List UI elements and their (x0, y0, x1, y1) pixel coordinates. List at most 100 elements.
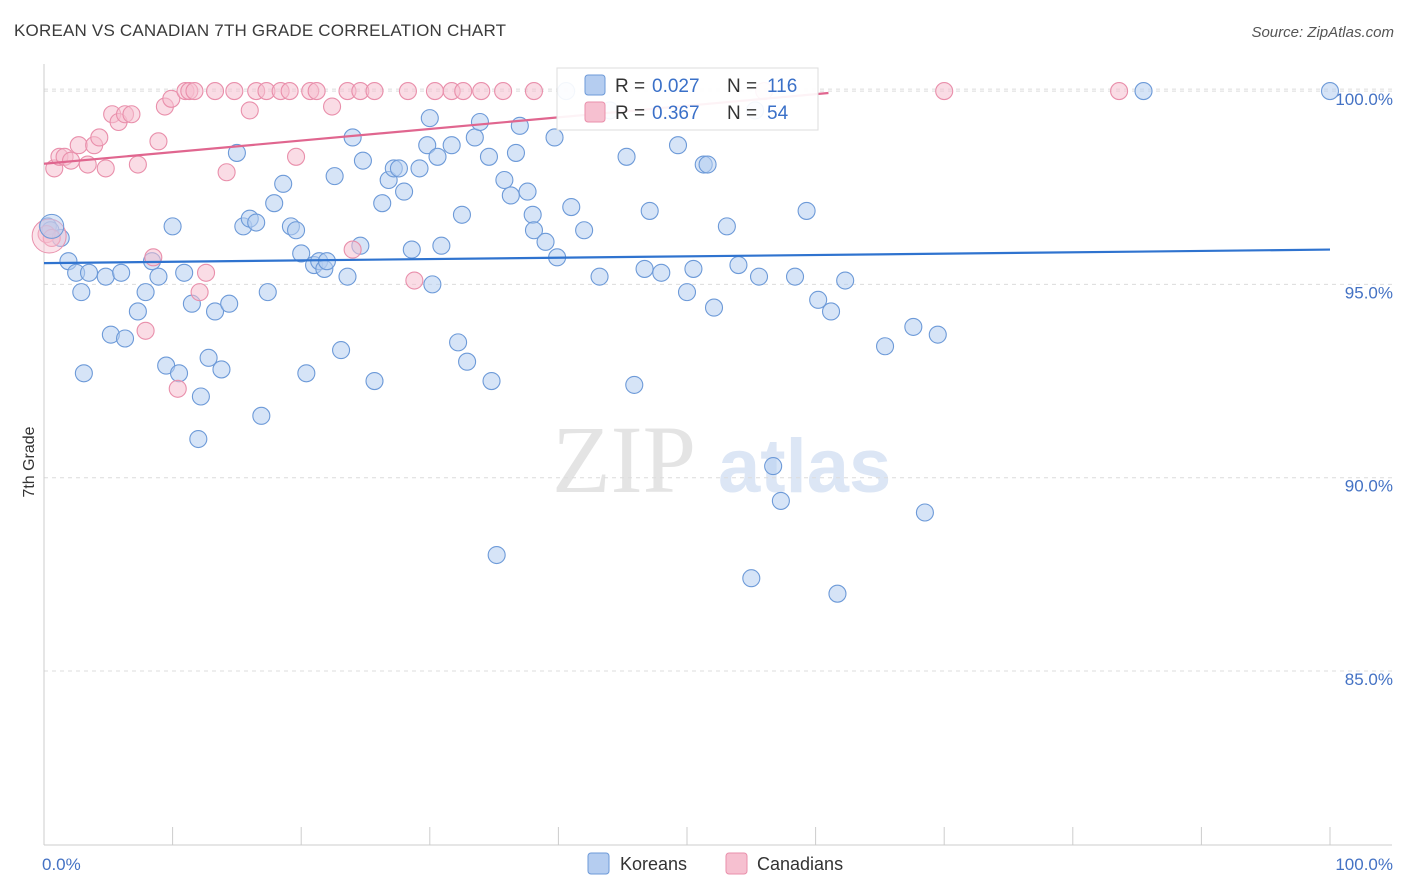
korean-point (684, 259, 703, 278)
stats-legend-swatch-canadians (584, 101, 606, 123)
y-tick-label: 85.0% (1345, 670, 1393, 689)
legend-label-koreans: Koreans (620, 854, 687, 874)
korean-point (274, 174, 293, 193)
canadian-point (405, 271, 424, 290)
korean-point (501, 186, 520, 205)
korean-point (698, 155, 717, 174)
korean-point (809, 290, 828, 309)
korean-point (395, 182, 414, 201)
korean-point (212, 360, 231, 379)
korean-point (652, 263, 671, 282)
korean-point (677, 283, 697, 302)
canadian-point (217, 163, 236, 182)
canadian-point (307, 82, 326, 101)
korean-point (287, 221, 306, 240)
korean-point (72, 283, 91, 302)
korean-point (353, 151, 372, 170)
canadian-point (343, 240, 362, 259)
korean-point (635, 259, 654, 278)
korean-point (928, 325, 947, 344)
korean-point (523, 205, 542, 224)
tick-labels: 100.0% 95.0% 90.0% 85.0% 0.0% 100.0% (42, 90, 1393, 874)
korean-point (423, 275, 442, 294)
canadian-point (69, 136, 88, 155)
korean-point (265, 194, 284, 213)
korean-point (487, 545, 506, 565)
korean-point (536, 232, 555, 251)
canadian-point (185, 82, 204, 101)
korean-point (729, 255, 748, 275)
korean-point (247, 213, 266, 232)
canadian-point (935, 82, 954, 101)
korean-point (74, 364, 93, 383)
korean-point (717, 217, 736, 236)
x-tick-label: 100.0% (1335, 855, 1393, 874)
korean-point (136, 283, 155, 302)
canadian-point (425, 82, 444, 101)
korean-point (575, 221, 594, 240)
korean-point (465, 128, 484, 147)
canadian-point (128, 155, 147, 174)
korean-point (518, 182, 537, 201)
y-tick-label: 90.0% (1345, 477, 1393, 496)
stats-legend-box: R = 0.027 N = 116 R = 0.367 N = 54 (556, 67, 819, 131)
canadian-point (287, 147, 306, 166)
korean-point (189, 429, 208, 449)
korean-point (617, 147, 636, 166)
canadian-point (365, 82, 384, 101)
canadian-point (90, 128, 109, 147)
korean-point (128, 302, 147, 321)
korean-point (668, 136, 688, 155)
korean-point (96, 267, 115, 286)
korean-point (1134, 82, 1153, 101)
korean-trend-line (43, 248, 1331, 265)
korean-point (749, 267, 769, 286)
korean-point (325, 167, 344, 186)
source-label: Source: ZipAtlas.com (1251, 24, 1394, 41)
canadian-point (96, 159, 115, 178)
korean-point (420, 109, 439, 128)
korean-point (495, 170, 514, 190)
stats-n-value-koreans: 116 (767, 76, 797, 97)
bottom-legend: Koreans Canadians (587, 852, 843, 875)
korean-point (1320, 82, 1340, 101)
korean-point-cluster (39, 213, 65, 239)
canadian-point (280, 82, 299, 101)
page-title: KOREAN VS CANADIAN 7TH GRADE CORRELATION… (14, 21, 507, 40)
korean-point (338, 267, 357, 286)
canadian-point (162, 89, 181, 108)
stats-r-label-canadians: R = (615, 103, 645, 124)
korean-point (149, 267, 168, 286)
korean-point (785, 267, 805, 286)
canadian-point (122, 105, 141, 124)
points (31, 82, 1340, 603)
korean-point (771, 491, 790, 510)
korean-point (410, 159, 429, 178)
axes (43, 64, 1392, 846)
canadian-point (225, 82, 244, 101)
korean-point (292, 244, 311, 263)
canadian-point (472, 82, 491, 101)
canadian-point (196, 263, 216, 282)
canadian-point (323, 97, 342, 116)
korean-point (220, 294, 239, 313)
korean-point (482, 371, 501, 391)
korean-point (875, 337, 895, 356)
stats-r-value-koreans: 0.027 (652, 76, 700, 97)
canadian-point (205, 82, 225, 101)
canadian-point (168, 379, 187, 398)
watermark-zip: ZIP (552, 406, 696, 513)
canadian-point (454, 82, 473, 101)
legend-label-canadians: Canadians (757, 854, 843, 874)
korean-point (297, 364, 316, 383)
korean-point (904, 317, 923, 336)
korean-point (524, 221, 544, 240)
canadian-point (1110, 82, 1129, 101)
korean-point (470, 112, 490, 132)
watermark-atlas: atlas (718, 424, 891, 509)
canadian-point (136, 321, 155, 340)
y-axis-label: 7th Grade (21, 426, 38, 497)
korean-point (227, 143, 246, 162)
stats-n-label-canadians: N = (727, 103, 757, 124)
